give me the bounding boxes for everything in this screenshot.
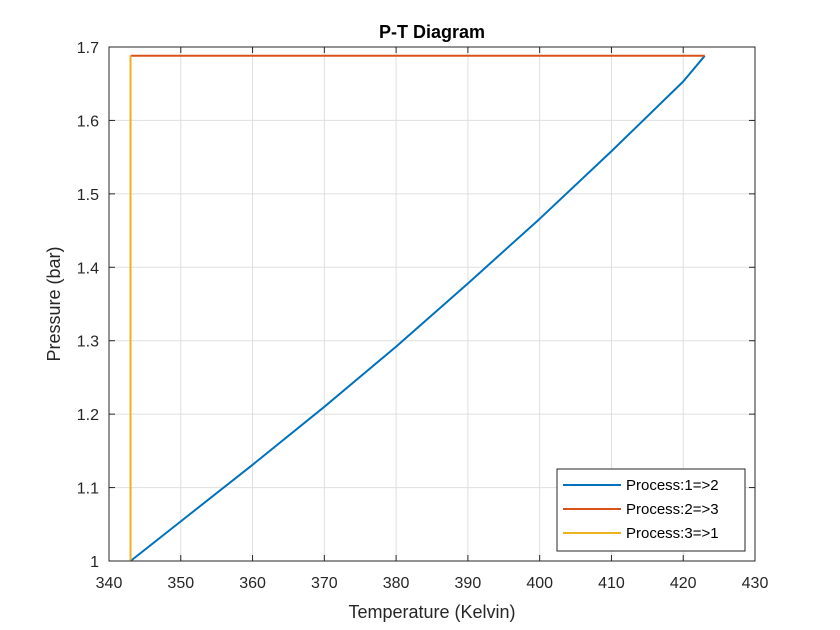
legend: Process:1=>2 Process:2=>3 Process:3=>1 xyxy=(556,468,746,552)
legend-label: Process:1=>2 xyxy=(626,477,719,494)
series-lines xyxy=(129,54,706,562)
y-tick-label: 1 xyxy=(90,554,99,571)
y-axis-label: Pressure (bar) xyxy=(44,246,64,361)
x-tick-label: 370 xyxy=(311,575,338,592)
y-tick-label: 1.2 xyxy=(77,407,99,424)
x-axis-label: Temperature (Kelvin) xyxy=(348,602,515,622)
x-tick-label: 360 xyxy=(239,575,266,592)
y-tick-label: 1.6 xyxy=(77,113,99,130)
legend-label: Process:3=>1 xyxy=(626,525,719,542)
x-tick-label: 340 xyxy=(96,575,123,592)
y-tick-label: 1.1 xyxy=(77,481,99,498)
x-tick-label: 410 xyxy=(598,575,625,592)
axis-ticks: 340 350 360 370 380 390 400 410 420 430 1 1.1 1.2 1.3… xyxy=(77,40,769,592)
y-tick-label: 1.7 xyxy=(77,40,99,57)
x-tick-label: 400 xyxy=(526,575,553,592)
x-tick-label: 420 xyxy=(670,575,697,592)
y-tick-label: 1.3 xyxy=(77,334,99,351)
series-line-1 xyxy=(129,55,706,562)
plot-area-border xyxy=(108,46,756,562)
y-tick-label: 1.5 xyxy=(77,187,99,204)
chart-title: P-T Diagram xyxy=(379,22,485,42)
x-tick-label: 390 xyxy=(455,575,482,592)
y-tick-label: 1.4 xyxy=(77,260,99,277)
x-tick-label: 430 xyxy=(742,575,769,592)
x-tick-label: 350 xyxy=(167,575,194,592)
x-tick-label: 380 xyxy=(383,575,410,592)
legend-label: Process:2=>3 xyxy=(626,501,719,518)
